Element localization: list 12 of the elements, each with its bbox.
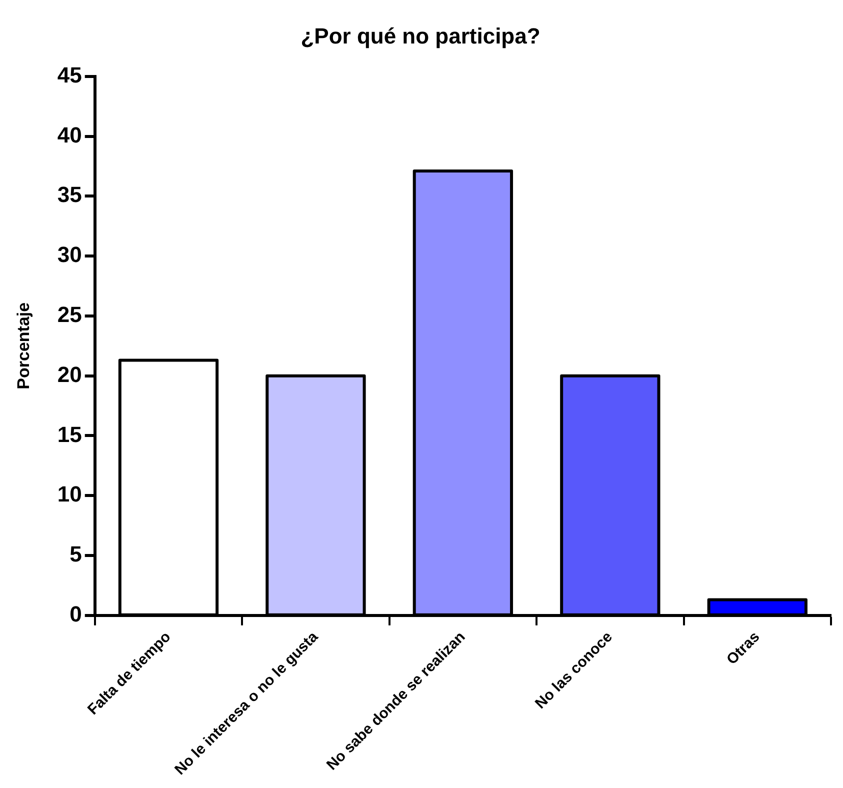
y-tick-label: 0 <box>70 601 82 626</box>
chart-title: ¿Por qué no participa? <box>300 23 540 48</box>
y-tick-label: 15 <box>57 422 82 447</box>
y-tick-label: 30 <box>57 242 82 268</box>
y-tick-label: 45 <box>57 62 82 88</box>
y-tick-label: 25 <box>57 302 82 327</box>
y-tick-label: 35 <box>57 182 82 208</box>
y-tick-label: 5 <box>70 542 82 567</box>
y-tick-label: 20 <box>57 362 82 387</box>
y-tick-label: 40 <box>57 122 82 148</box>
y-tick-label: 10 <box>57 482 82 507</box>
y-axis-title: Porcentaje <box>14 302 33 390</box>
